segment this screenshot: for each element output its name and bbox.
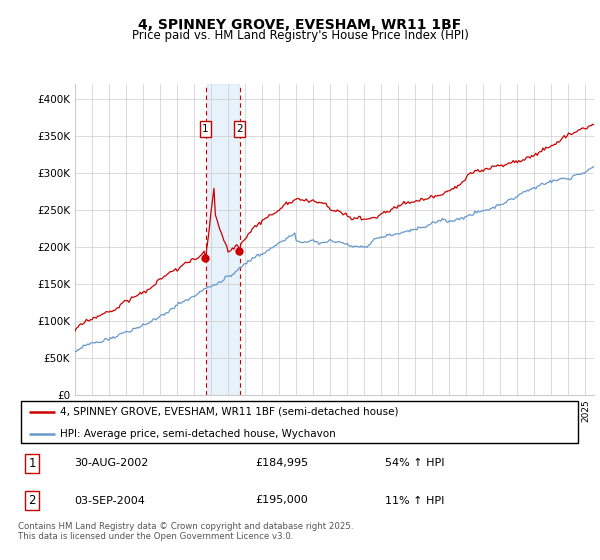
Text: 03-SEP-2004: 03-SEP-2004 [74,496,145,506]
Text: 54% ↑ HPI: 54% ↑ HPI [385,459,444,468]
Text: 1: 1 [202,124,209,134]
Text: 1: 1 [28,457,36,470]
Text: 2: 2 [28,494,36,507]
FancyBboxPatch shape [21,401,578,444]
Text: 4, SPINNEY GROVE, EVESHAM, WR11 1BF: 4, SPINNEY GROVE, EVESHAM, WR11 1BF [139,18,461,32]
Text: 11% ↑ HPI: 11% ↑ HPI [385,496,444,506]
Text: £195,000: £195,000 [255,496,308,506]
Text: 30-AUG-2002: 30-AUG-2002 [74,459,149,468]
Text: 4, SPINNEY GROVE, EVESHAM, WR11 1BF (semi-detached house): 4, SPINNEY GROVE, EVESHAM, WR11 1BF (sem… [60,407,399,417]
Text: £184,995: £184,995 [255,459,308,468]
Text: Price paid vs. HM Land Registry's House Price Index (HPI): Price paid vs. HM Land Registry's House … [131,29,469,42]
Text: HPI: Average price, semi-detached house, Wychavon: HPI: Average price, semi-detached house,… [60,429,336,438]
Text: 2: 2 [236,124,243,134]
Text: Contains HM Land Registry data © Crown copyright and database right 2025.
This d: Contains HM Land Registry data © Crown c… [18,522,353,542]
